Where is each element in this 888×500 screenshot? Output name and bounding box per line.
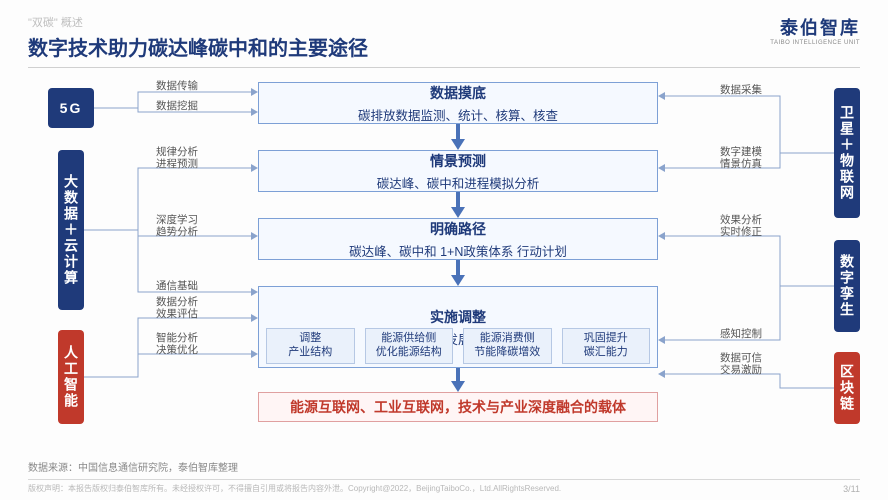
vert-arrow-stem-1 <box>456 192 460 207</box>
sub-box-3: 巩固提升碳汇能力 <box>562 328 651 364</box>
left-edge-label-4: 通信基础 <box>156 280 198 292</box>
left-arrowhead-4 <box>251 288 258 296</box>
vert-arrow-stem-3 <box>456 368 460 381</box>
left-pill-bdcc: 大数据＋云计算 <box>58 150 84 310</box>
left-arrowhead-5 <box>251 314 258 322</box>
right-arrowhead-2 <box>658 232 665 240</box>
carrier-box: 能源互联网、工业互联网，技术与产业深度融合的载体 <box>258 392 658 422</box>
right-edge-label-2: 效果分析实时修正 <box>720 214 762 238</box>
left-edge-label-1: 数据挖掘 <box>156 100 198 112</box>
vert-arrow-stem-0 <box>456 124 460 139</box>
vert-arrow-stem-2 <box>456 260 460 275</box>
center-box-b1: 数据摸底碳排放数据监测、统计、核算、核查 <box>258 82 658 124</box>
vert-arrow-head-1 <box>451 207 465 218</box>
right-pill-dtwin: 数字孪生 <box>834 240 860 332</box>
right-arrowhead-0 <box>658 92 665 100</box>
left-arrowhead-2 <box>251 164 258 172</box>
left-edge-label-6: 智能分析决策优化 <box>156 332 198 356</box>
center-box-b2: 情景预测碳达峰、碳中和进程模拟分析 <box>258 150 658 192</box>
copyright: 版权声明：本报告版权归泰伯智库所有。未经授权许可，不得擅自引用或将报告内容外泄。… <box>28 483 561 494</box>
right-edge-label-0: 数据采集 <box>720 84 762 96</box>
data-source: 数据来源：中国信息通信研究院，泰伯智库整理 <box>28 459 238 474</box>
slide-title: 数字技术助力碳达峰碳中和的主要途径 <box>28 32 368 61</box>
slide-subtitle: "双碳" 概述 <box>28 14 368 30</box>
right-arrowhead-4 <box>658 370 665 378</box>
left-edge-label-0: 数据传输 <box>156 80 198 92</box>
header-divider <box>28 67 860 68</box>
center-box-b3: 明确路径碳达峰、碳中和 1+N政策体系 行动计划 <box>258 218 658 260</box>
left-pill-5g: 5G <box>48 88 94 128</box>
brand-logo: 泰伯智库 TAIBO INTELLIGENCE UNIT <box>770 14 860 46</box>
vert-arrow-head-3 <box>451 381 465 392</box>
brand-logo-cn: 泰伯智库 <box>770 14 860 40</box>
sub-box-0: 调整产业结构 <box>266 328 355 364</box>
right-arrowhead-1 <box>658 164 665 172</box>
right-arrowhead-3 <box>658 336 665 344</box>
right-edge-label-1: 数字建模情景仿真 <box>720 146 762 170</box>
sub-box-1: 能源供给侧优化能源结构 <box>365 328 454 364</box>
left-arrowhead-3 <box>251 232 258 240</box>
sub-box-row: 调整产业结构能源供给侧优化能源结构能源消费侧节能降碳增效巩固提升碳汇能力 <box>266 328 650 364</box>
left-arrowhead-0 <box>251 88 258 96</box>
page-number: 3/11 <box>843 484 860 494</box>
left-edge-label-3: 深度学习趋势分析 <box>156 214 198 238</box>
sub-box-2: 能源消费侧节能降碳增效 <box>463 328 552 364</box>
left-pill-ai: 人工智能 <box>58 330 84 424</box>
main-diagram: 5G 大数据＋云计算人工智能 卫星＋物联网数字孪生区块链 数据摸底碳排放数据监测、统计… <box>28 78 860 448</box>
slide-header: "双碳" 概述 数字技术助力碳达峰碳中和的主要途径 泰伯智库 TAIBO INT… <box>28 14 860 61</box>
left-arrowhead-1 <box>251 108 258 116</box>
vert-arrow-head-0 <box>451 139 465 150</box>
left-arrowhead-6 <box>251 350 258 358</box>
left-edge-label-5: 数据分析效果评估 <box>156 296 198 320</box>
right-pill-sat-iot: 卫星＋物联网 <box>834 88 860 218</box>
left-edge-label-2: 规律分析进程预测 <box>156 146 198 170</box>
brand-logo-en: TAIBO INTELLIGENCE UNIT <box>770 40 860 46</box>
right-edge-label-4: 数据可信交易激励 <box>720 352 762 376</box>
vert-arrow-head-2 <box>451 275 465 286</box>
footer-divider <box>28 479 860 480</box>
right-edge-label-3: 感知控制 <box>720 328 762 340</box>
right-pill-block: 区块链 <box>834 352 860 424</box>
